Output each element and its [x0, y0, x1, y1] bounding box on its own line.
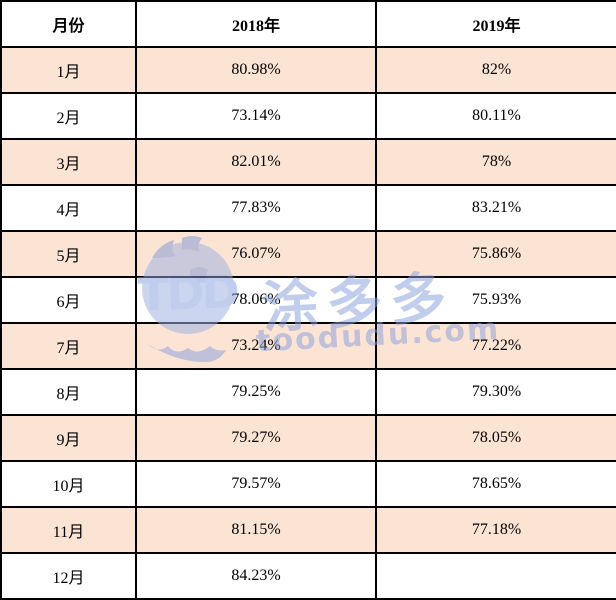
value-2019-cell: 78% [375, 138, 616, 186]
value-2019-cell: 75.93% [375, 276, 616, 324]
month-cell: 1月 [0, 46, 137, 94]
value-2018-cell: 80.98% [135, 46, 377, 94]
table-row: 5月 76.07% 75.86% [0, 230, 616, 278]
month-cell: 3月 [0, 138, 137, 186]
month-cell: 9月 [0, 414, 137, 462]
table-header: 月份 2018年 2019年 [0, 0, 616, 48]
table-row: 3月 82.01% 78% [0, 138, 616, 186]
table-row: 2月 73.14% 80.11% [0, 92, 616, 140]
value-2018-cell: 82.01% [135, 138, 377, 186]
month-header-cell: 月份 [0, 0, 137, 48]
table-row: 4月 77.83% 83.21% [0, 184, 616, 232]
table-row: 7月 73.24% 77.22% [0, 322, 616, 370]
value-2018-cell: 79.25% [135, 368, 377, 416]
value-2018-cell: 73.14% [135, 92, 377, 140]
month-cell: 10月 [0, 460, 137, 508]
month-cell: 12月 [0, 552, 137, 600]
value-2018-cell: 79.57% [135, 460, 377, 508]
value-2018-cell: 78.06% [135, 276, 377, 324]
month-cell: 8月 [0, 368, 137, 416]
value-2019-cell: 82% [375, 46, 616, 94]
value-2018-cell: 77.83% [135, 184, 377, 232]
value-2019-cell: 78.05% [375, 414, 616, 462]
table-row: 10月 79.57% 78.65% [0, 460, 616, 508]
table-row: 12月 84.23% [0, 552, 616, 600]
value-2019-cell: 77.18% [375, 506, 616, 554]
value-2019-cell: 83.21% [375, 184, 616, 232]
year-2019-header-cell: 2019年 [375, 0, 616, 48]
value-2019-cell: 77.22% [375, 322, 616, 370]
value-2019-cell: 79.30% [375, 368, 616, 416]
value-2018-cell: 81.15% [135, 506, 377, 554]
value-2019-cell: 75.86% [375, 230, 616, 278]
year-2018-header-cell: 2018年 [135, 0, 377, 48]
table-row: 9月 79.27% 78.05% [0, 414, 616, 462]
table-row: 11月 81.15% 77.18% [0, 506, 616, 554]
month-cell: 7月 [0, 322, 137, 370]
value-2019-cell: 78.65% [375, 460, 616, 508]
month-cell: 6月 [0, 276, 137, 324]
table-row: 6月 78.06% 75.93% [0, 276, 616, 324]
value-2018-cell: 84.23% [135, 552, 377, 600]
month-cell: 4月 [0, 184, 137, 232]
value-2018-cell: 73.24% [135, 322, 377, 370]
table-row: 1月 80.98% 82% [0, 46, 616, 94]
header-row: 月份 2018年 2019年 [0, 0, 616, 48]
table-row: 8月 79.25% 79.30% [0, 368, 616, 416]
value-2019-cell: 80.11% [375, 92, 616, 140]
value-2019-cell [375, 552, 616, 600]
month-cell: 2月 [0, 92, 137, 140]
value-2018-cell: 79.27% [135, 414, 377, 462]
month-cell: 11月 [0, 506, 137, 554]
month-cell: 5月 [0, 230, 137, 278]
value-2018-cell: 76.07% [135, 230, 377, 278]
table-body: 1月 80.98% 82% 2月 73.14% 80.11% 3月 82.01%… [0, 46, 616, 600]
